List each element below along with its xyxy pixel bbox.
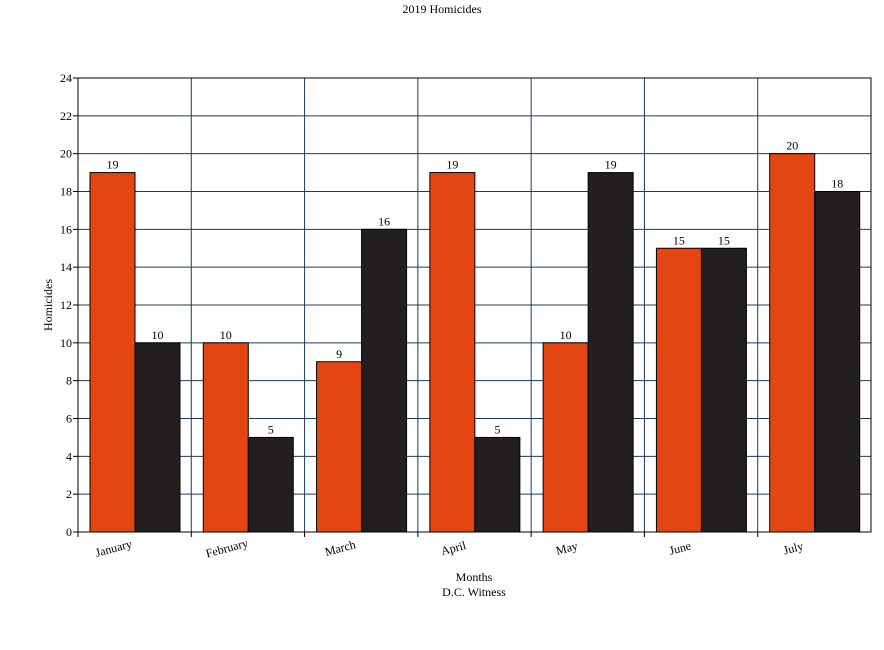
data-labels: 19 10 10 5 9 16 19 5 10 19 15 15 20 18 <box>107 139 844 437</box>
y-tick-label: 18 <box>60 185 72 199</box>
source-label: D.C. Witness <box>442 585 506 599</box>
data-label: 9 <box>336 347 342 361</box>
bar-february-series-2 <box>247 436 294 533</box>
bar-january-series-2 <box>134 342 181 533</box>
bar-march-series-2 <box>361 228 408 533</box>
y-tick-label: 2 <box>66 487 72 501</box>
y-tick-label: 10 <box>60 336 72 350</box>
data-label: 19 <box>605 158 617 172</box>
y-tick-label: 6 <box>66 412 72 426</box>
x-tick-label: May <box>554 539 579 558</box>
data-label: 20 <box>786 139 798 153</box>
data-label: 10 <box>220 328 232 342</box>
bar-february-series-1 <box>202 342 249 533</box>
bar-march-series-1 <box>316 361 363 533</box>
data-label: 5 <box>268 422 274 436</box>
bar-may-series-1 <box>542 342 589 533</box>
x-tick-label: July <box>782 539 805 558</box>
bar-july-series-2 <box>814 191 861 533</box>
data-label: 15 <box>718 233 730 247</box>
y-tick-label: 8 <box>66 374 72 388</box>
data-label: 10 <box>152 328 164 342</box>
bar-january-series-1 <box>89 172 136 533</box>
bar-july-series-1 <box>769 153 816 533</box>
y-tick-label: 22 <box>60 109 72 123</box>
bars <box>89 153 861 533</box>
data-label: 18 <box>831 177 843 191</box>
x-axis-title: Months <box>456 570 493 584</box>
y-tick-label: 12 <box>60 298 72 312</box>
bar-april-series-2 <box>474 436 521 533</box>
y-tick-label: 24 <box>60 71 72 85</box>
y-tick-label: 4 <box>66 449 72 463</box>
data-label: 19 <box>107 158 119 172</box>
x-tick-label: February <box>204 536 249 561</box>
y-tick-label: 14 <box>60 260 72 274</box>
x-tick-label: June <box>668 539 693 558</box>
x-tick-label: January <box>94 537 134 560</box>
plot-border <box>77 77 872 533</box>
bar-june-series-2 <box>700 247 747 533</box>
data-label: 15 <box>673 233 685 247</box>
data-label: 19 <box>446 158 458 172</box>
y-tick-label: 0 <box>66 525 72 539</box>
y-tick-label: 20 <box>60 147 72 161</box>
data-label: 5 <box>494 422 500 436</box>
y-tick-label: 16 <box>60 222 72 236</box>
bar-april-series-1 <box>429 172 476 533</box>
data-label: 10 <box>560 328 572 342</box>
x-axis: January February March April May June July <box>77 532 805 561</box>
x-tick-label: March <box>323 537 357 559</box>
bar-june-series-1 <box>655 247 702 533</box>
data-label: 16 <box>378 214 390 228</box>
x-tick-label: April <box>439 538 468 558</box>
y-axis-title: Homicides <box>41 279 55 331</box>
chart-title: 2019 Homicides <box>403 2 482 16</box>
bar-may-series-2 <box>587 172 634 533</box>
